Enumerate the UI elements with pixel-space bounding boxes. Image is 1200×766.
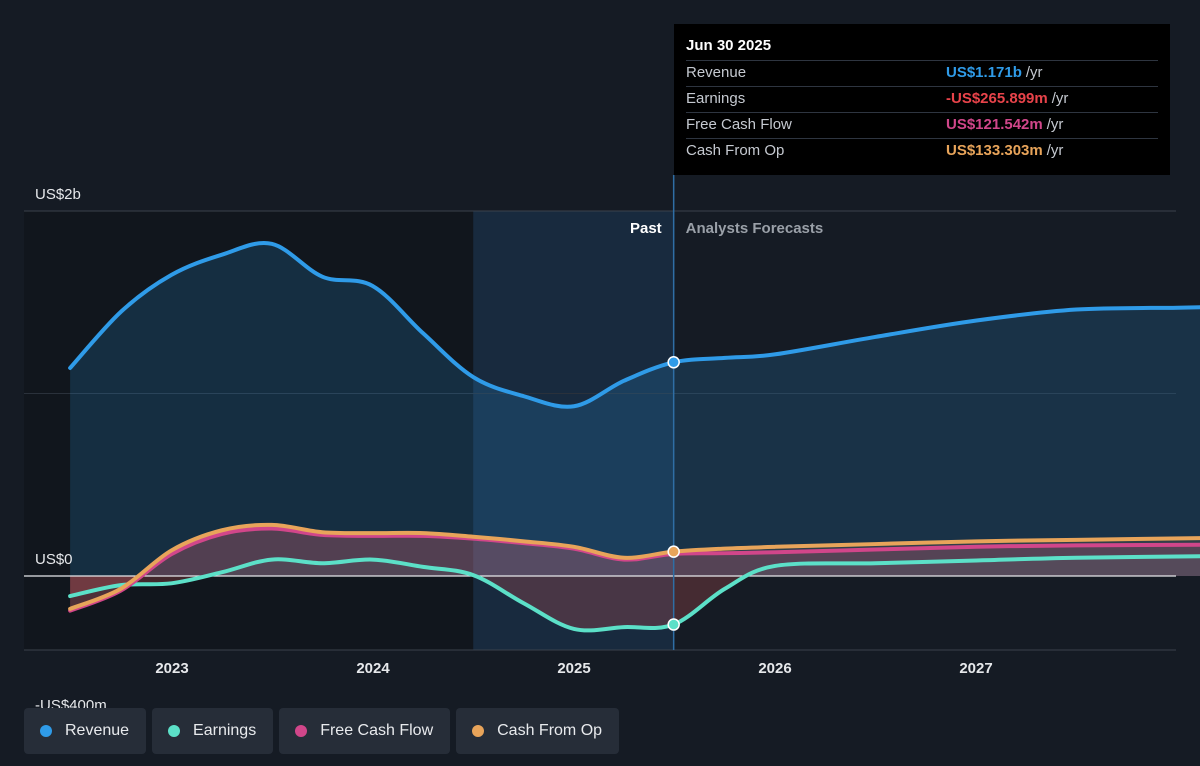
- legend-label: Earnings: [193, 722, 257, 739]
- legend: Revenue Earnings Free Cash Flow Cash Fro…: [24, 708, 620, 754]
- tooltip-unit: /yr: [1025, 64, 1043, 81]
- tooltip-value: US$1.171b: [946, 64, 1022, 81]
- tooltip-label: Earnings: [686, 90, 746, 107]
- earnings-area: [70, 556, 1200, 631]
- forecast-label: Analysts Forecasts: [686, 220, 824, 237]
- cfo-area: [70, 524, 1200, 609]
- free-cash-flow-dot-icon: [295, 725, 308, 737]
- y-tick-label: US$0: [35, 551, 73, 568]
- legend-label: Cash From Op: [497, 722, 603, 739]
- tooltip-unit: /yr: [1051, 90, 1069, 107]
- tooltip-label: Free Cash Flow: [686, 116, 792, 133]
- data-tooltip: Jun 30 2025 Revenue US$1.171b /yr Earnin…: [674, 24, 1170, 175]
- earnings-negative-area: [70, 576, 1176, 631]
- legend-item-revenue[interactable]: Revenue: [24, 708, 147, 754]
- tooltip-value: US$121.542m: [946, 116, 1043, 133]
- legend-item-earnings[interactable]: Earnings: [152, 708, 274, 754]
- recent-period-highlight: [473, 211, 674, 650]
- x-tick-label: 2026: [758, 660, 791, 677]
- revenue-line: [68, 241, 1200, 409]
- revenue-marker: [667, 356, 680, 369]
- cfo-marker: [667, 545, 680, 558]
- x-tick-label: 2025: [557, 660, 590, 677]
- tooltip-row-cfo: Cash From Op US$133.303m /yr: [686, 138, 1158, 164]
- revenue-dot-icon: [40, 725, 52, 737]
- tooltip-unit: /yr: [1046, 116, 1064, 133]
- tooltip-label: Cash From Op: [686, 142, 785, 159]
- tooltip-value: -US$265.899m: [946, 90, 1048, 107]
- tooltip-value: US$133.303m: [946, 142, 1043, 159]
- legend-label: Revenue: [65, 722, 130, 739]
- tooltip-date: Jun 30 2025: [686, 37, 772, 54]
- tooltip-row-revenue: Revenue US$1.171b /yr: [686, 60, 1158, 86]
- past-label: Past: [630, 220, 662, 237]
- cash-from-op-dot-icon: [472, 725, 485, 737]
- x-tick-label: 2023: [155, 660, 188, 677]
- legend-label: Free Cash Flow: [320, 722, 434, 739]
- tooltip-row-fcf: Free Cash Flow US$121.542m /yr: [686, 112, 1158, 138]
- tooltip-row-earnings: Earnings -US$265.899m /yr: [686, 86, 1158, 112]
- x-tick-label: 2024: [356, 660, 390, 677]
- earnings-dot-icon: [168, 725, 181, 737]
- x-tick-label: 2027: [959, 660, 992, 677]
- earnings-marker: [667, 618, 680, 631]
- tooltip-unit: /yr: [1046, 142, 1064, 159]
- legend-item-cash-from-op[interactable]: Cash From Op: [456, 708, 620, 754]
- cfo-line: [68, 522, 1200, 611]
- tooltip-label: Revenue: [686, 64, 747, 81]
- revenue-area: [70, 243, 1200, 576]
- y-tick-label: US$2b: [35, 186, 81, 203]
- legend-item-free-cash-flow[interactable]: Free Cash Flow: [279, 708, 451, 754]
- earnings-line: [68, 554, 1200, 633]
